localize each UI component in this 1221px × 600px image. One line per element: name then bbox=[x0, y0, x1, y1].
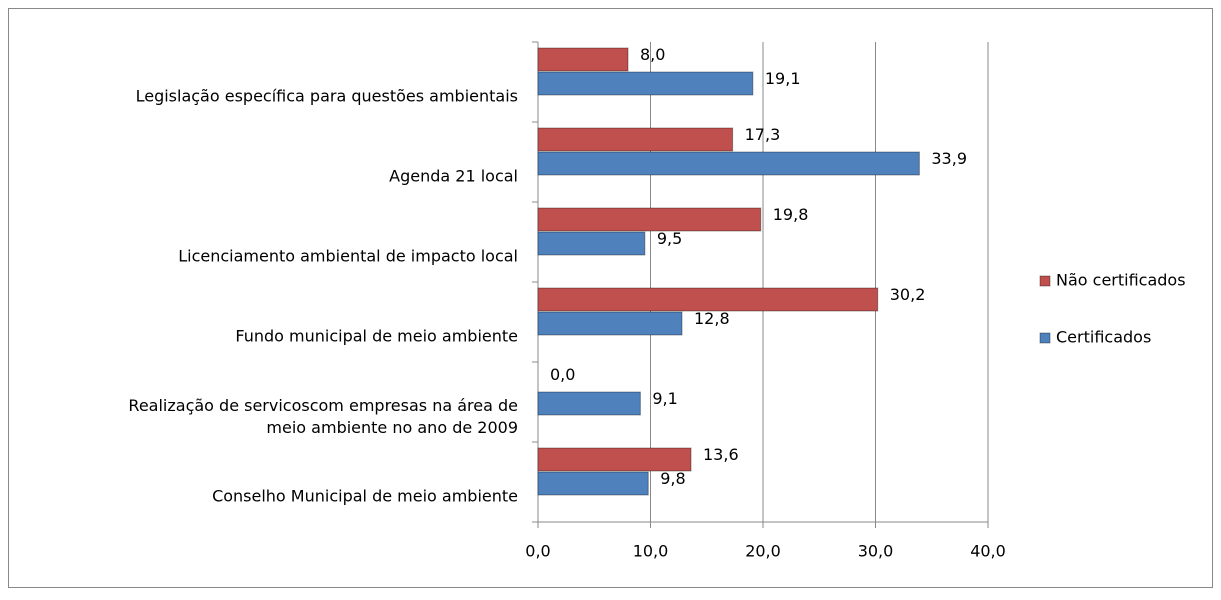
value-label: 8,0 bbox=[640, 45, 665, 64]
legend-swatch bbox=[1039, 332, 1051, 344]
x-tick-label: 20,0 bbox=[745, 542, 781, 561]
y-tick-label: Licenciamento ambiental de impacto local bbox=[178, 247, 518, 266]
bar bbox=[537, 311, 683, 336]
value-label: 13,6 bbox=[703, 445, 739, 464]
value-label: 0,0 bbox=[550, 365, 575, 384]
y-tick-label: Agenda 21 local bbox=[389, 167, 518, 186]
legend-label: Certificados bbox=[1056, 328, 1151, 347]
bar bbox=[537, 447, 692, 472]
value-label: 30,2 bbox=[890, 285, 926, 304]
y-tick-label: Realização de servicoscom empresas na ár… bbox=[128, 396, 518, 437]
value-label: 19,8 bbox=[773, 205, 809, 224]
legend-label: Não certificados bbox=[1056, 271, 1186, 290]
value-label: 9,8 bbox=[660, 469, 685, 488]
bar bbox=[537, 47, 629, 72]
value-label: 33,9 bbox=[931, 149, 967, 168]
value-label: 12,8 bbox=[694, 309, 730, 328]
chart-frame bbox=[8, 8, 1213, 588]
y-tick-label: Conselho Municipal de meio ambiente bbox=[212, 487, 518, 506]
bar bbox=[537, 71, 754, 96]
bar bbox=[537, 151, 920, 176]
value-label: 17,3 bbox=[745, 125, 781, 144]
bar bbox=[537, 231, 646, 256]
value-label: 9,5 bbox=[657, 229, 682, 248]
bar bbox=[537, 287, 879, 312]
value-label: 19,1 bbox=[765, 69, 801, 88]
bar bbox=[537, 127, 734, 152]
bar bbox=[537, 207, 762, 232]
y-tick-label: Legislação específica para questões ambi… bbox=[136, 87, 518, 106]
x-tick-label: 10,0 bbox=[633, 542, 669, 561]
y-tick-label: Fundo municipal de meio ambiente bbox=[235, 327, 518, 346]
legend-swatch bbox=[1039, 275, 1051, 287]
x-tick-label: 0,0 bbox=[525, 542, 550, 561]
bar bbox=[537, 391, 641, 416]
x-tick-label: 40,0 bbox=[970, 542, 1006, 561]
bar bbox=[537, 471, 649, 496]
value-label: 9,1 bbox=[652, 389, 677, 408]
x-tick-label: 30,0 bbox=[858, 542, 894, 561]
